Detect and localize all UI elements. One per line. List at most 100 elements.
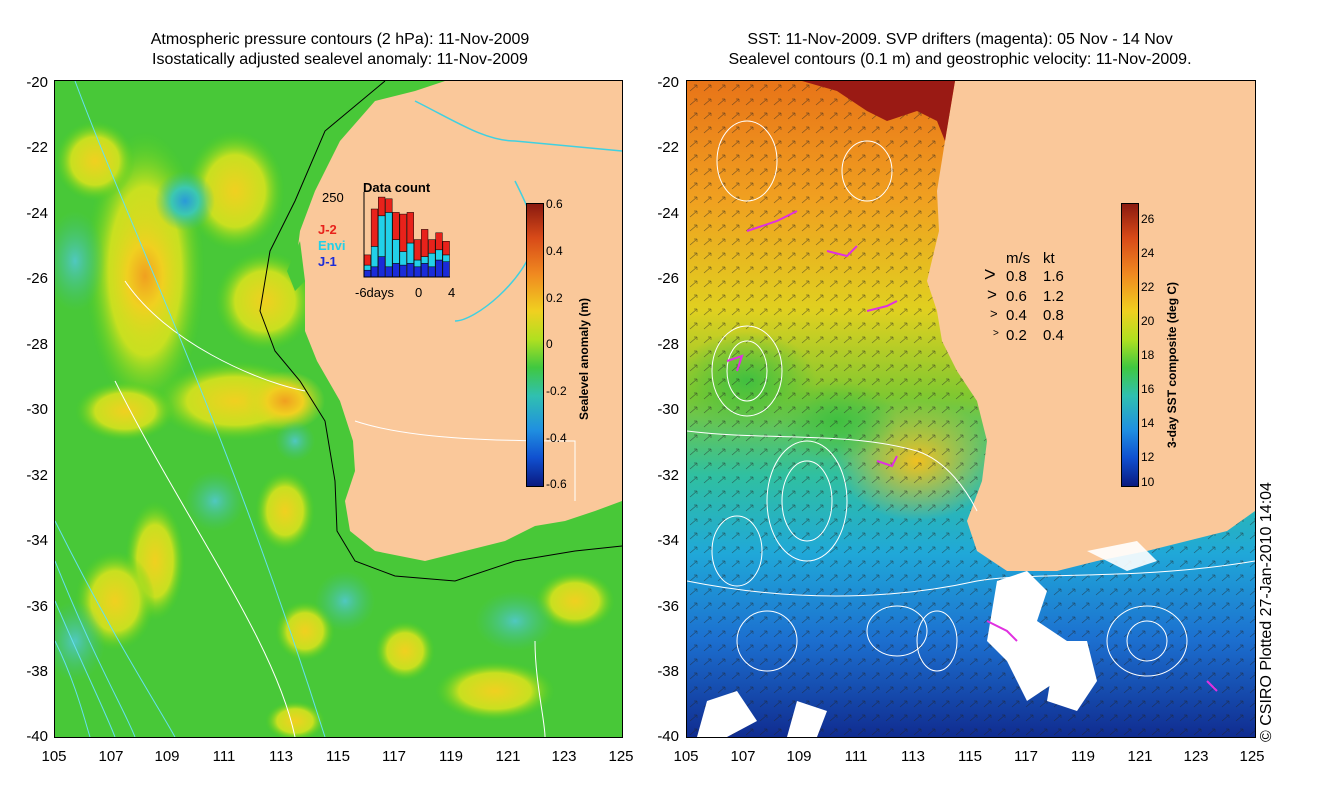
right-cb-tick: 24	[1141, 246, 1155, 260]
inset-bar-envi	[399, 251, 407, 266]
right-xtick: 113	[901, 748, 925, 765]
left-xtick: 109	[154, 748, 180, 765]
right-title-line2: Sealevel contours (0.1 m) and geostrophi…	[728, 51, 1192, 68]
inset-bar-envi	[378, 215, 386, 257]
right-ytick: -34	[657, 532, 679, 549]
right-cb-tick: 12	[1141, 450, 1155, 464]
inset-bar-j2	[370, 208, 379, 247]
right-xtick: 119	[1071, 748, 1095, 765]
inset-bar-j1	[370, 266, 379, 278]
left-ytick: -34	[26, 532, 48, 549]
inset-bar-j2	[442, 241, 450, 256]
inset-bar-j1	[428, 266, 436, 278]
inset-bar-j2	[378, 196, 386, 217]
right-ytick: -24	[657, 205, 679, 222]
velocity-row-ms: 0.6	[1006, 288, 1027, 305]
inset-xlabel-right: 4	[448, 285, 456, 300]
left-map-panel[interactable]	[54, 80, 623, 738]
right-ytick: -38	[657, 663, 679, 680]
inset-bar-envi	[435, 249, 443, 261]
inset-bar-envi	[442, 254, 450, 262]
left-ytick: -24	[26, 205, 48, 222]
inset-xlabel-left: -6days	[355, 285, 395, 300]
right-xtick: 117	[1014, 748, 1038, 765]
velocity-row-ms: 0.4	[1006, 307, 1027, 324]
left-xtick: 107	[98, 748, 124, 765]
velocity-row-kt: 1.6	[1043, 268, 1064, 285]
right-cb-tick: 20	[1141, 314, 1155, 328]
left-ytick: -38	[26, 663, 48, 680]
left-xtick: 119	[439, 748, 463, 765]
left-ytick: -26	[26, 270, 48, 287]
velocity-row-ms: 0.2	[1006, 327, 1027, 344]
velocity-row-ms: 0.8	[1006, 268, 1027, 285]
left-xtick: 125	[608, 748, 634, 765]
left-cb-tick: 0.2	[546, 291, 563, 305]
left-ytick: -28	[26, 336, 48, 353]
inset-bar-j2	[435, 232, 443, 251]
right-cb-tick: 26	[1141, 212, 1155, 226]
right-xtick: 105	[673, 748, 699, 765]
left-ytick: -22	[26, 139, 48, 156]
right-xtick: 121	[1127, 748, 1153, 765]
right-ytick: -28	[657, 336, 679, 353]
left-ytick: -40	[26, 728, 48, 745]
inset-bar-j1	[378, 256, 386, 278]
left-ytick: -30	[26, 401, 48, 418]
left-cb-tick: -0.6	[546, 477, 567, 491]
velocity-header-kt: kt	[1043, 250, 1055, 267]
right-ytick: -40	[657, 728, 679, 745]
inset-legend-j2: J-2	[318, 222, 337, 237]
left-xtick: 117	[382, 748, 406, 765]
inset-y-top: 250	[322, 190, 344, 205]
right-xtick: 109	[786, 748, 812, 765]
right-ytick: -22	[657, 139, 679, 156]
inset-bar-envi	[428, 252, 436, 268]
inset-bar-j2	[392, 212, 400, 240]
right-ytick: -26	[657, 270, 679, 287]
inset-bar-j2	[406, 212, 414, 244]
velocity-arrow-icon: >	[993, 328, 999, 339]
right-xtick: 115	[958, 748, 982, 765]
inset-bar-j2	[363, 254, 371, 266]
left-xtick: 111	[212, 748, 236, 765]
left-cb-tick: 0.6	[546, 197, 563, 211]
left-xtick: 105	[41, 748, 67, 765]
right-cb-tick: 16	[1141, 382, 1155, 396]
inset-bar-j1	[392, 263, 400, 278]
right-xtick: 125	[1239, 748, 1265, 765]
right-colorbar	[1121, 203, 1139, 487]
inset-xlabel-zero: 0	[415, 285, 423, 300]
left-cb-tick: -0.2	[546, 384, 567, 398]
right-title-line1: SST: 11-Nov-2009. SVP drifters (magenta)…	[747, 31, 1173, 48]
right-ytick: -32	[657, 467, 679, 484]
right-map-panel[interactable]	[686, 80, 1256, 738]
inset-bar-envi	[363, 264, 371, 271]
inset-bar-j1	[399, 264, 407, 278]
inset-bar-j2	[421, 229, 429, 257]
left-xtick: 113	[269, 748, 293, 765]
inset-bar-envi	[413, 259, 422, 268]
left-cb-tick: 0.4	[546, 244, 563, 258]
inset-bar-j2	[428, 239, 436, 254]
right-cb-tick: 10	[1141, 475, 1155, 489]
right-xtick: 107	[730, 748, 756, 765]
velocity-arrow-icon: >	[984, 264, 996, 286]
velocity-arrow-icon: >	[990, 306, 998, 321]
inset-bar-j1	[385, 266, 393, 278]
inset-bar-envi	[370, 246, 379, 268]
left-colorbar-label: Sealevel anomaly (m)	[577, 297, 591, 420]
right-ytick: -30	[657, 401, 679, 418]
inset-bar-envi	[392, 239, 400, 264]
velocity-row-kt: 0.4	[1043, 327, 1064, 344]
inset-legend-envi: Envi	[318, 238, 346, 253]
left-cb-tick: 0	[546, 337, 553, 351]
inset-bar-envi	[406, 242, 414, 264]
velocity-arrow-icon: >	[987, 285, 997, 304]
inset-bar-j1	[421, 263, 429, 278]
inset-bar-j2	[413, 239, 422, 261]
inset-bar-j1	[363, 269, 371, 278]
inset-bar-j1	[442, 261, 450, 278]
left-colorbar	[526, 203, 544, 487]
velocity-row-kt: 1.2	[1043, 288, 1064, 305]
